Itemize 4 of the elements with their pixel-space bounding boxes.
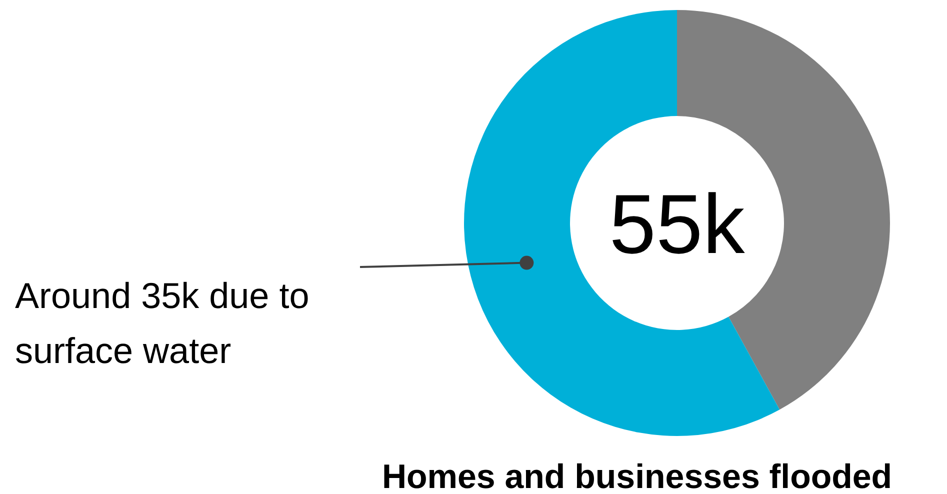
donut-slice [464, 10, 780, 436]
text: 55k [609, 177, 746, 271]
text: Around 35k due to surface water [15, 275, 310, 371]
text: Homes and businesses flooded [382, 458, 892, 494]
